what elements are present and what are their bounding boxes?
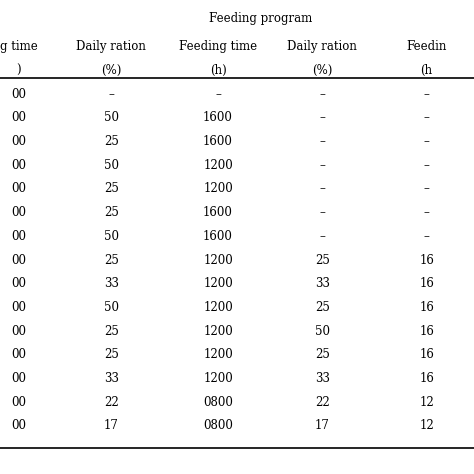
Text: 00: 00: [11, 88, 27, 100]
Text: 25: 25: [104, 206, 119, 219]
Text: 1200: 1200: [203, 325, 233, 337]
Text: 00: 00: [11, 159, 27, 172]
Text: 50: 50: [104, 301, 119, 314]
Text: 25: 25: [315, 254, 330, 266]
Text: 00: 00: [11, 206, 27, 219]
Text: Daily ration: Daily ration: [76, 40, 146, 53]
Text: 00: 00: [11, 111, 27, 124]
Text: 0800: 0800: [203, 396, 233, 409]
Text: 25: 25: [104, 254, 119, 266]
Text: 00: 00: [11, 419, 27, 432]
Text: –: –: [319, 182, 325, 195]
Text: 00: 00: [11, 230, 27, 243]
Text: 16: 16: [419, 325, 434, 337]
Text: 16: 16: [419, 348, 434, 361]
Text: 00: 00: [11, 254, 27, 266]
Text: 1200: 1200: [203, 182, 233, 195]
Text: (h: (h: [420, 64, 433, 77]
Text: –: –: [424, 182, 429, 195]
Text: 25: 25: [315, 301, 330, 314]
Text: 33: 33: [104, 277, 119, 290]
Text: 50: 50: [315, 325, 330, 337]
Text: 1200: 1200: [203, 277, 233, 290]
Text: –: –: [424, 159, 429, 172]
Text: 50: 50: [104, 111, 119, 124]
Text: 00: 00: [11, 348, 27, 361]
Text: 25: 25: [104, 348, 119, 361]
Text: –: –: [424, 111, 429, 124]
Text: 16: 16: [419, 372, 434, 385]
Text: –: –: [319, 88, 325, 100]
Text: 00: 00: [11, 277, 27, 290]
Text: 16: 16: [419, 301, 434, 314]
Text: 22: 22: [315, 396, 330, 409]
Text: 1200: 1200: [203, 372, 233, 385]
Text: –: –: [424, 88, 429, 100]
Text: –: –: [215, 88, 221, 100]
Text: –: –: [319, 111, 325, 124]
Text: 12: 12: [419, 419, 434, 432]
Text: 1600: 1600: [203, 135, 233, 148]
Text: ): ): [17, 64, 21, 77]
Text: 17: 17: [104, 419, 119, 432]
Text: –: –: [319, 206, 325, 219]
Text: 1200: 1200: [203, 159, 233, 172]
Text: –: –: [109, 88, 114, 100]
Text: 00: 00: [11, 301, 27, 314]
Text: 25: 25: [104, 135, 119, 148]
Text: g time: g time: [0, 40, 38, 53]
Text: 50: 50: [104, 159, 119, 172]
Text: –: –: [319, 159, 325, 172]
Text: 00: 00: [11, 372, 27, 385]
Text: 16: 16: [419, 277, 434, 290]
Text: –: –: [319, 135, 325, 148]
Text: 1200: 1200: [203, 301, 233, 314]
Text: 12: 12: [419, 396, 434, 409]
Text: Feedin: Feedin: [406, 40, 447, 53]
Text: 33: 33: [315, 372, 330, 385]
Text: 1600: 1600: [203, 206, 233, 219]
Text: 33: 33: [104, 372, 119, 385]
Text: 1600: 1600: [203, 230, 233, 243]
Text: (%): (%): [312, 64, 332, 77]
Text: 25: 25: [104, 325, 119, 337]
Text: 25: 25: [315, 348, 330, 361]
Text: –: –: [424, 135, 429, 148]
Text: (h): (h): [210, 64, 227, 77]
Text: 0800: 0800: [203, 419, 233, 432]
Text: 50: 50: [104, 230, 119, 243]
Text: Feeding time: Feeding time: [179, 40, 257, 53]
Text: 00: 00: [11, 396, 27, 409]
Text: –: –: [424, 230, 429, 243]
Text: 16: 16: [419, 254, 434, 266]
Text: 33: 33: [315, 277, 330, 290]
Text: 00: 00: [11, 135, 27, 148]
Text: 1200: 1200: [203, 348, 233, 361]
Text: 00: 00: [11, 325, 27, 337]
Text: 00: 00: [11, 182, 27, 195]
Text: –: –: [319, 230, 325, 243]
Text: 25: 25: [104, 182, 119, 195]
Text: 1600: 1600: [203, 111, 233, 124]
Text: Feeding program: Feeding program: [209, 12, 312, 25]
Text: 22: 22: [104, 396, 119, 409]
Text: Daily ration: Daily ration: [287, 40, 357, 53]
Text: 1200: 1200: [203, 254, 233, 266]
Text: –: –: [424, 206, 429, 219]
Text: (%): (%): [101, 64, 121, 77]
Text: 17: 17: [315, 419, 330, 432]
